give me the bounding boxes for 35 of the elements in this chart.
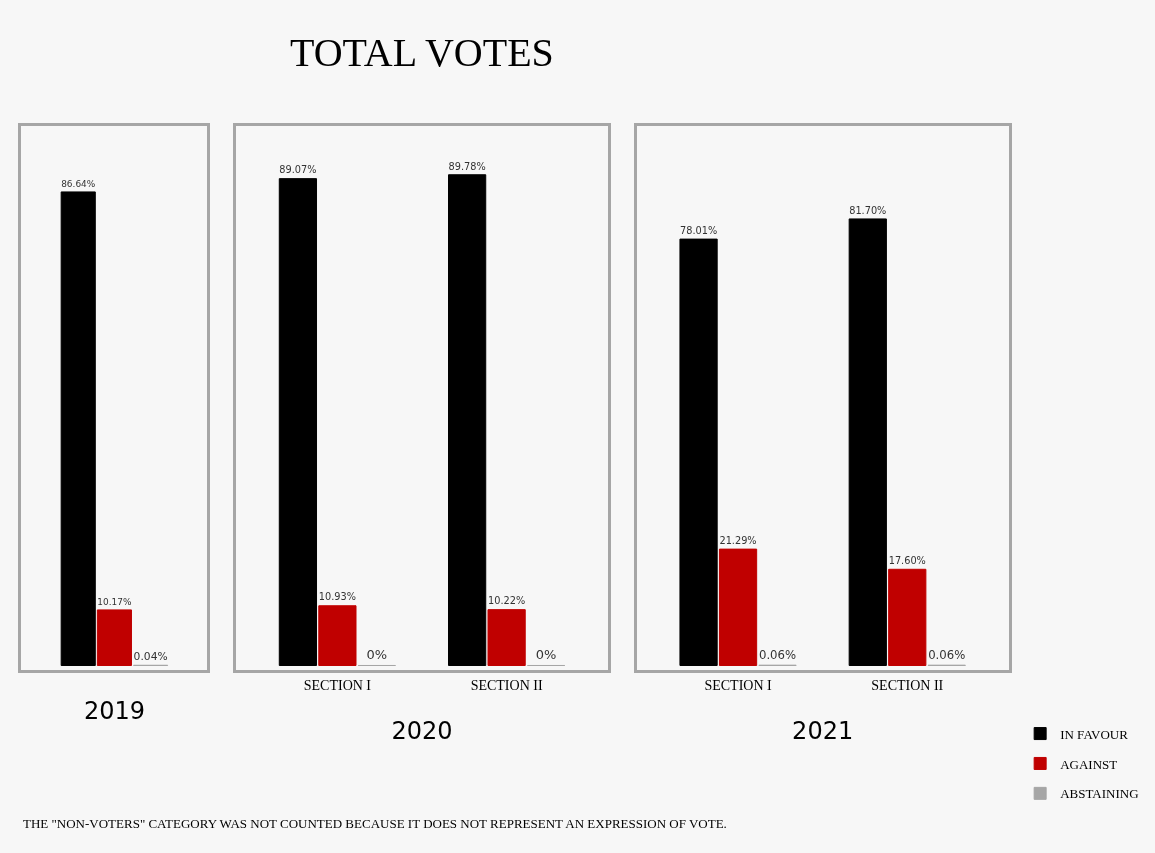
x-tick-label: SECTION I [303, 678, 372, 694]
legend-label: ABSTAINING [1060, 786, 1139, 802]
text: THE "NON-VOTERS" CATEGORY WAS NOT COUNTED BECAUSE IT DOES NOT REPRESENT AN EXPRESSION OF VOTE. [23, 816, 727, 831]
data-label: 0% [366, 647, 388, 663]
x-tick-label: SECTION I [704, 678, 773, 694]
data-label: 10.22% [488, 595, 526, 607]
chart-title: TOTAL VOTES [290, 30, 554, 75]
data-label: 10.17% [97, 596, 132, 607]
data-label: 89.78% [448, 160, 486, 172]
data-label: 78.01% [679, 224, 718, 236]
x-tick-label: SECTION II [871, 678, 944, 694]
bar [848, 218, 887, 666]
data-label: 81.70% [849, 204, 887, 216]
bar [448, 174, 487, 666]
data-label: 17.60% [888, 555, 926, 567]
bar [318, 605, 357, 666]
bar [718, 548, 758, 666]
bar [278, 178, 318, 666]
legend-label: AGAINST [1060, 756, 1118, 772]
bar [487, 609, 526, 666]
data-label: 86.64% [61, 178, 96, 189]
data-label: 89.07% [279, 164, 317, 176]
data-label: 0.04% [133, 649, 168, 663]
x-axis-title: 2021 [792, 716, 854, 745]
bar [888, 568, 927, 666]
x-axis-title: 2019 [83, 696, 145, 725]
data-label: 21.29% [719, 534, 757, 546]
data-label: 0% [535, 647, 557, 663]
x-tick-label: SECTION II [470, 678, 543, 694]
x-axis-title: 2020 [391, 716, 453, 745]
data-label: 10.93% [318, 591, 356, 603]
legend-label: IN FAVOUR [1060, 726, 1129, 742]
data-label: 0.06% [928, 648, 966, 663]
bar [679, 238, 718, 666]
data-label: 0.06% [758, 648, 797, 663]
